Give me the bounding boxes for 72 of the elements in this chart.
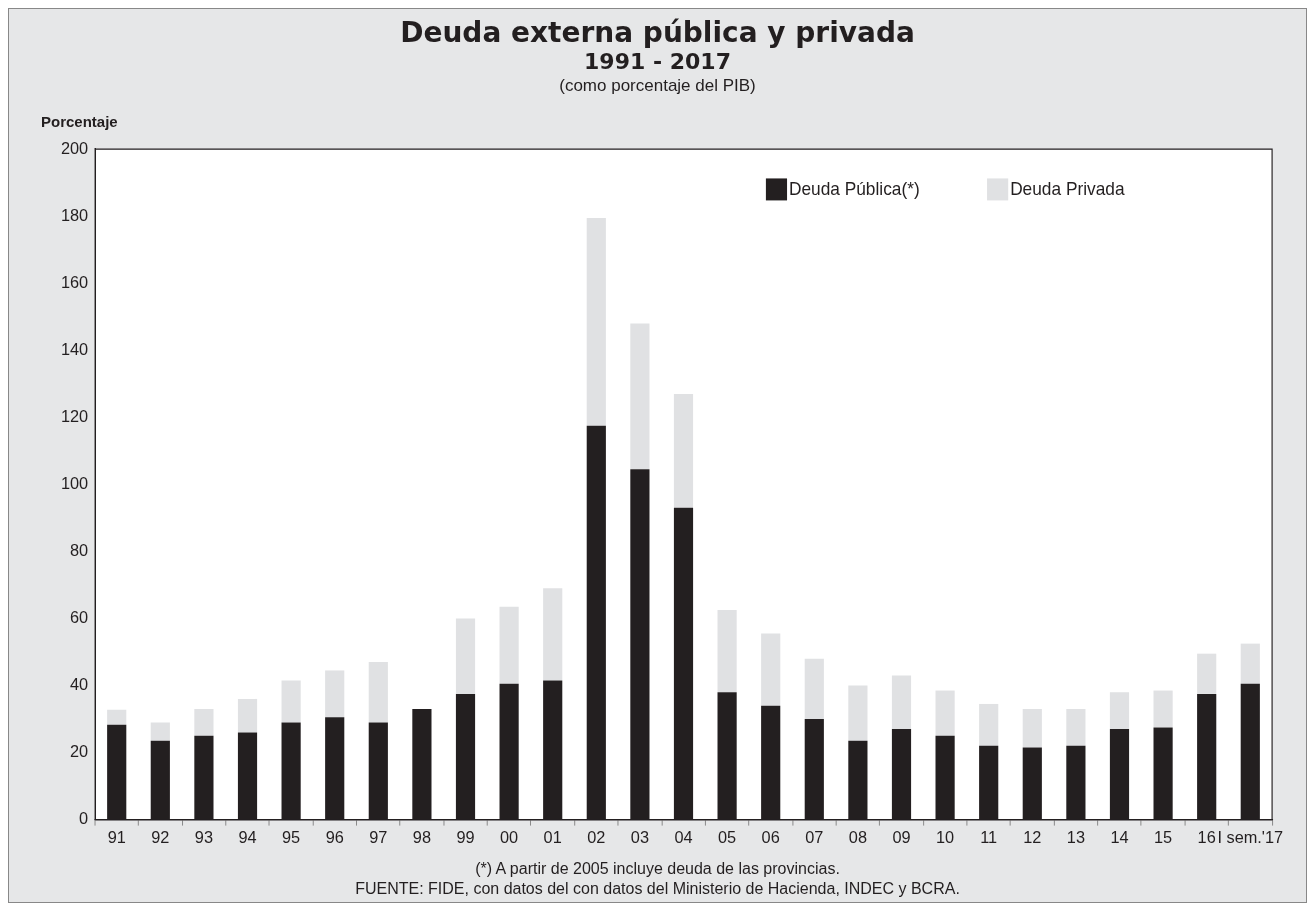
y-tick-label: 0: [79, 808, 89, 829]
y-tick-label: 40: [70, 674, 89, 695]
source-note: FUENTE: FIDE, con datos del con datos del Ministerio de Hacienda, INDEC y BCRA.: [354, 879, 961, 899]
y-tick-label: 180: [60, 205, 89, 226]
bar: [804, 658, 824, 720]
x-tick-label: 92: [151, 828, 170, 848]
x-tick-label: 15: [1154, 828, 1173, 848]
x-tick-label: 11: [980, 828, 998, 848]
x-tick-label: 94: [238, 828, 257, 848]
bar: [1240, 643, 1260, 684]
x-tick-label: 09: [892, 828, 911, 848]
x-tick-label: 07: [805, 828, 824, 848]
bar: [368, 662, 388, 723]
chart-subtitle: 1991 - 2017: [583, 49, 732, 75]
bar: [673, 393, 694, 508]
x-tick-label: 95: [282, 828, 301, 848]
text: (como porcentaje del PIB): [558, 75, 757, 97]
x-tick-label: 03: [630, 828, 649, 848]
legend-label: Deuda Privada: [1010, 179, 1125, 200]
legend-label: Deuda Pública(*): [788, 179, 920, 200]
bar: [761, 633, 781, 706]
x-tick-label: 97: [369, 828, 388, 848]
x-tick-label: 14: [1110, 828, 1129, 848]
x-tick-label: 04: [674, 828, 693, 848]
bar: [499, 606, 519, 684]
bar: [891, 675, 912, 730]
bar: [543, 588, 563, 681]
x-tick-label: 16: [1197, 828, 1216, 848]
bar: [1197, 653, 1217, 694]
x-tick-label: 02: [587, 828, 606, 848]
x-tick-label: 06: [761, 828, 780, 848]
bar: [107, 709, 127, 725]
y-tick-label: 120: [60, 406, 89, 427]
x-tick-label: 08: [848, 828, 867, 848]
bar: [848, 685, 868, 741]
x-tick-label: 00: [500, 828, 519, 848]
x-tick-label: I sem.'17: [1217, 828, 1284, 848]
bar: [1066, 708, 1086, 746]
y-tick-label: 160: [60, 272, 89, 293]
y-tick-label: 100: [60, 473, 89, 494]
x-tick-label: 93: [194, 828, 213, 848]
bar: [455, 618, 476, 694]
x-tick-label: 01: [543, 828, 562, 848]
y-axis-title: Porcentaje: [41, 113, 118, 130]
y-tick-label: 80: [70, 540, 89, 561]
x-tick-label: 10: [936, 828, 955, 848]
x-tick-label: 96: [325, 828, 344, 848]
bar: [979, 703, 999, 746]
y-tick-label: 140: [60, 339, 89, 360]
bar: [1153, 690, 1173, 728]
bar: [194, 708, 214, 736]
bar: [630, 323, 650, 470]
text: (*) A partir de 2005 incluye deuda de las provincias.: [474, 859, 841, 879]
y-tick-label: 200: [60, 138, 89, 158]
x-tick-label: 13: [1066, 828, 1085, 848]
bar: [1022, 708, 1042, 748]
x-tick-label: 98: [412, 828, 431, 848]
bar: [717, 610, 737, 693]
bar: [281, 680, 301, 723]
x-tick-label: 12: [1023, 828, 1042, 848]
x-tick-label: 91: [107, 828, 126, 848]
x-tick-label: 99: [456, 828, 475, 848]
x-tick-label: 05: [718, 828, 737, 848]
chart-title: Deuda externa pública y privada: [399, 16, 916, 49]
bar: [935, 690, 955, 736]
bar: [150, 722, 170, 741]
bar: [586, 217, 606, 426]
bar: [325, 670, 345, 718]
bar: [1109, 692, 1130, 730]
y-tick-label: 20: [70, 741, 89, 762]
y-tick-label: 60: [70, 607, 89, 628]
bar: [237, 698, 258, 733]
